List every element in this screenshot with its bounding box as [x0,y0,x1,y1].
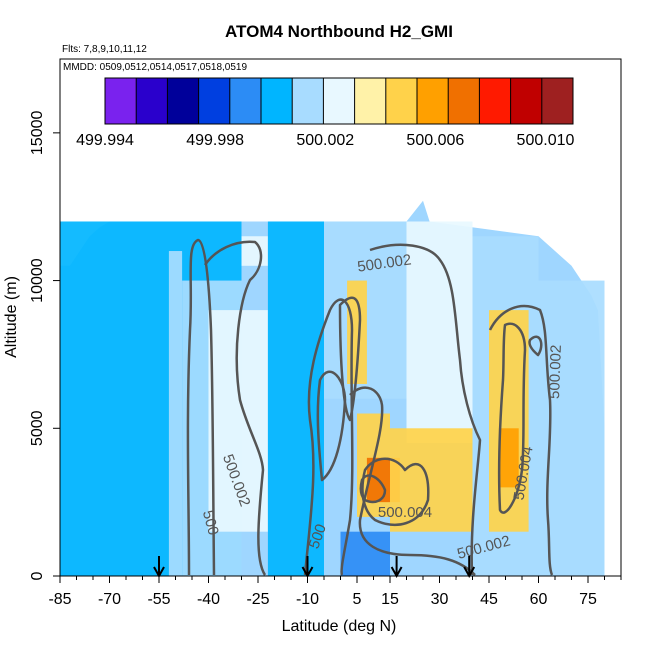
x-tick-label: 60 [530,591,548,608]
colorbar-segment [136,78,168,124]
x-tick-label: 5 [353,591,362,608]
y-axis-label: Altitude (m) [3,276,20,358]
y-tick-label: 5000 [29,410,46,446]
y-tick-label: 15000 [29,111,46,156]
colorbar-segment [541,78,574,124]
flights-subtitle: Flts: 7,8,9,10,11,12 [62,44,147,55]
contour-line [361,457,430,527]
y-tick-label: 0 [29,571,46,580]
contour-line [528,335,543,357]
colorbar-tick-label: 500.010 [517,132,575,149]
x-tick-label: 45 [480,591,498,608]
heatmap-cell [267,221,324,576]
y-axis: 0 5000 10000 15000 [29,111,60,580]
x-tick-label: 75 [579,591,597,608]
contour-line [349,386,476,576]
colorbar-segment [198,78,231,124]
colorbar-segment [229,78,262,124]
colorbar-segment [105,78,137,124]
colorbar-segment [479,78,512,124]
heatmap-cell [208,310,268,532]
colorbar-segment [385,78,418,124]
y-tick-label: 10000 [29,258,46,303]
x-tick-label: 30 [431,591,449,608]
heatmap-cell [406,221,473,444]
colorbar-border [104,77,574,125]
heatmap-cell [498,428,519,488]
contour-line [497,322,527,514]
contour-label: 500 [199,509,222,538]
heatmap-cells [60,200,605,576]
colorbar-segment [292,78,324,124]
contour-label: 500.004 [378,504,432,521]
colorbar-tick-label: 500.006 [406,132,464,149]
contour-line [203,240,267,576]
x-tick-label: -10 [296,591,319,608]
colorbar-segment [167,78,200,124]
x-tick-label: -40 [197,591,220,608]
contour-label: 500.002 [546,344,565,399]
x-tick-label: -70 [98,591,121,608]
colorbar-segment [354,78,387,124]
x-tick-label: -85 [48,591,71,608]
colorbar-tick-label: 500.002 [296,132,354,149]
colorbar-segment [510,78,543,124]
heatmap-cell [168,251,183,576]
flight-arrows [153,556,476,579]
contour-lines [186,238,554,576]
x-tick-label: -55 [147,591,170,608]
heatmap-cell [390,428,473,532]
contour-line [303,298,354,576]
chart-title: ATOM4 Northbound H2_GMI [225,22,453,41]
colorbar-segment [261,78,293,124]
colorbar-tick-label: 499.998 [186,132,244,149]
contour-line [488,304,554,576]
contour-line [186,238,216,576]
contour-line [359,474,387,504]
colorbar-segment [417,78,449,124]
contour-line [369,243,482,576]
x-tick-label: 15 [381,591,399,608]
x-axis: -85 -70 -55 -40 -25 -10 5 15 30 45 60 75 [48,576,622,608]
x-axis-label: Latitude (deg N) [282,618,397,635]
dates-subtitle: MMDD: 0509,0512,0514,0517,0518,0519 [63,62,247,73]
colorbar: 499.994 499.998 500.002 500.006 500.010 [76,77,575,149]
colorbar-tick-label: 499.994 [76,132,134,149]
contour-line [316,370,347,482]
x-tick-label: -25 [246,591,269,608]
heatmap-cell [489,310,529,532]
colorbar-segment [448,78,480,124]
colorbar-segment [323,78,356,124]
